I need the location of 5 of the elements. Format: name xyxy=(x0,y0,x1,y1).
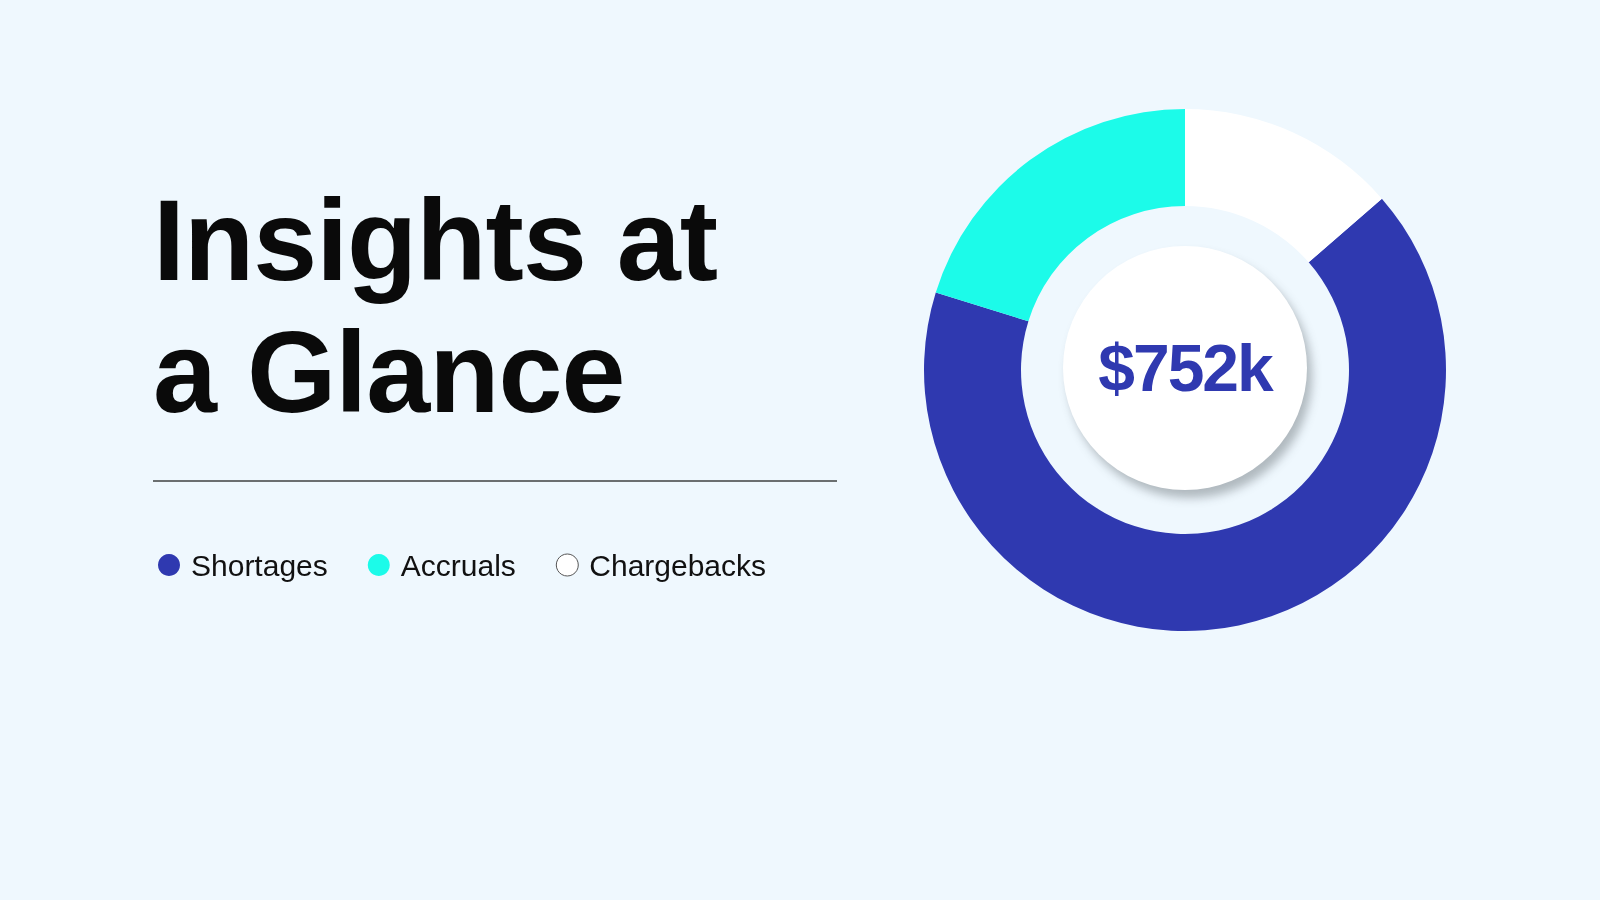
text: $752k xyxy=(1098,331,1272,405)
text: Insights at a Glance xyxy=(153,175,719,438)
legend-label: Shortages xyxy=(191,548,328,582)
legend-label: Chargebacks xyxy=(589,548,767,582)
legend-label: Accruals xyxy=(400,548,516,582)
